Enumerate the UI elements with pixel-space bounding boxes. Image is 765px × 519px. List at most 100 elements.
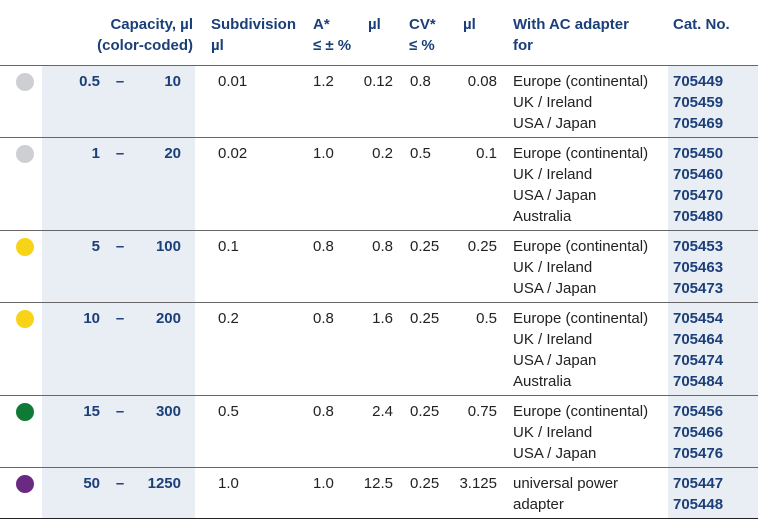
header-cv-pct: ≤ % xyxy=(409,37,435,54)
color-dot xyxy=(16,238,34,256)
adapter: Europe (continental) xyxy=(513,310,649,327)
color-dot xyxy=(16,73,34,91)
capacity-max: 1250 xyxy=(147,475,181,492)
accuracy-pct: 1.0 xyxy=(313,145,334,162)
cat-no: 705473 xyxy=(673,280,724,297)
header-cv-pct: CV* xyxy=(409,16,436,33)
adapter: UK / Ireland xyxy=(513,424,593,441)
capacity-min: 50 xyxy=(83,475,100,492)
adapter: UK / Ireland xyxy=(513,166,593,183)
cv-pct: 0.8 xyxy=(410,73,431,90)
accuracy-ul: 0.8 xyxy=(372,238,393,255)
accuracy-pct: 0.8 xyxy=(313,310,334,327)
cat-no: 705454 xyxy=(673,310,724,327)
adapter: UK / Ireland xyxy=(513,259,593,276)
cv-ul: 0.75 xyxy=(467,403,497,420)
capacity-min: 15 xyxy=(83,403,100,420)
capacity-max: 300 xyxy=(155,403,181,420)
capacity-max: 10 xyxy=(164,73,181,90)
header-adapter: With AC adapter xyxy=(513,16,629,33)
adapter: Europe (continental) xyxy=(513,238,649,255)
header-subdivision: Subdivision xyxy=(211,16,297,33)
header-capacity: Capacity, µl xyxy=(110,16,193,33)
capacity-dash: – xyxy=(115,73,125,90)
row-rule xyxy=(0,467,758,468)
cv-pct: 0.25 xyxy=(410,238,440,255)
cat-no: 705450 xyxy=(673,145,724,162)
accuracy-pct: 0.8 xyxy=(313,403,334,420)
cv-pct: 0.25 xyxy=(410,310,440,327)
capacity-dash: – xyxy=(115,310,125,327)
header-a-ul: µl xyxy=(368,16,381,33)
adapter: Australia xyxy=(513,373,572,390)
cat-no: 705476 xyxy=(673,445,724,462)
cat-no: 705484 xyxy=(673,373,724,390)
cv-ul: 0.5 xyxy=(476,310,497,327)
accuracy-pct: 0.8 xyxy=(313,238,334,255)
adapter: Europe (continental) xyxy=(513,403,649,420)
accuracy-ul: 1.6 xyxy=(372,310,393,327)
capacity-min: 1 xyxy=(91,145,100,162)
header-subdivision: µl xyxy=(211,37,224,54)
cat-no: 705480 xyxy=(673,208,724,225)
adapter: UK / Ireland xyxy=(513,94,593,111)
subdivision: 0.02 xyxy=(218,145,248,162)
accuracy-pct: 1.2 xyxy=(313,73,334,90)
header-rule xyxy=(0,65,758,66)
capacity-max: 20 xyxy=(164,145,181,162)
color-dot xyxy=(16,403,34,421)
header-capacity: (color-coded) xyxy=(97,37,193,54)
accuracy-pct: 1.0 xyxy=(313,475,334,492)
cv-pct: 0.25 xyxy=(410,403,440,420)
capacity-max: 200 xyxy=(155,310,181,327)
capacity-min: 0.5 xyxy=(79,73,100,90)
cat-no: 705453 xyxy=(673,238,724,255)
cat-no: 705470 xyxy=(673,187,724,204)
cat-no: 705466 xyxy=(673,424,724,441)
cat-no: 705464 xyxy=(673,331,724,348)
capacity-dash: – xyxy=(115,475,125,492)
adapter: USA / Japan xyxy=(513,280,597,297)
adapter: Australia xyxy=(513,208,572,225)
capacity-shade xyxy=(42,65,195,518)
capacity-dash: – xyxy=(115,145,125,162)
cat-no: 705447 xyxy=(673,475,724,492)
adapter: universal power xyxy=(513,475,619,492)
accuracy-ul: 12.5 xyxy=(363,475,393,492)
cat-no: 705460 xyxy=(673,166,724,183)
cv-pct: 0.5 xyxy=(410,145,431,162)
header-cv-ul: µl xyxy=(463,16,476,33)
color-dot xyxy=(16,475,34,493)
adapter: Europe (continental) xyxy=(513,73,649,90)
accuracy-ul: 0.12 xyxy=(363,73,393,90)
subdivision: 0.5 xyxy=(218,403,239,420)
adapter: UK / Ireland xyxy=(513,331,593,348)
catno-shade xyxy=(668,65,758,518)
cat-no: 705449 xyxy=(673,73,724,90)
adapter: Europe (continental) xyxy=(513,145,649,162)
row-rule xyxy=(0,137,758,138)
color-dot xyxy=(16,310,34,328)
adapter: USA / Japan xyxy=(513,115,597,132)
cat-no: 705463 xyxy=(673,259,724,276)
row-rule xyxy=(0,230,758,231)
cv-ul: 0.1 xyxy=(476,145,497,162)
capacity-max: 100 xyxy=(155,238,181,255)
cat-no: 705474 xyxy=(673,352,724,369)
capacity-min: 5 xyxy=(91,238,100,255)
adapter: USA / Japan xyxy=(513,187,597,204)
row-rule xyxy=(0,302,758,303)
cat-no: 705459 xyxy=(673,94,724,111)
subdivision: 0.2 xyxy=(218,310,239,327)
accuracy-ul: 2.4 xyxy=(372,403,393,420)
cv-ul: 0.25 xyxy=(467,238,497,255)
cat-no: 705448 xyxy=(673,496,724,513)
color-dot xyxy=(16,145,34,163)
header-a-pct: ≤ ± % xyxy=(313,37,352,54)
cat-no: 705469 xyxy=(673,115,724,132)
cv-ul: 3.125 xyxy=(459,475,497,492)
header-cat-no: Cat. No. xyxy=(673,16,730,33)
header-adapter: for xyxy=(513,37,533,54)
cat-no: 705456 xyxy=(673,403,724,420)
